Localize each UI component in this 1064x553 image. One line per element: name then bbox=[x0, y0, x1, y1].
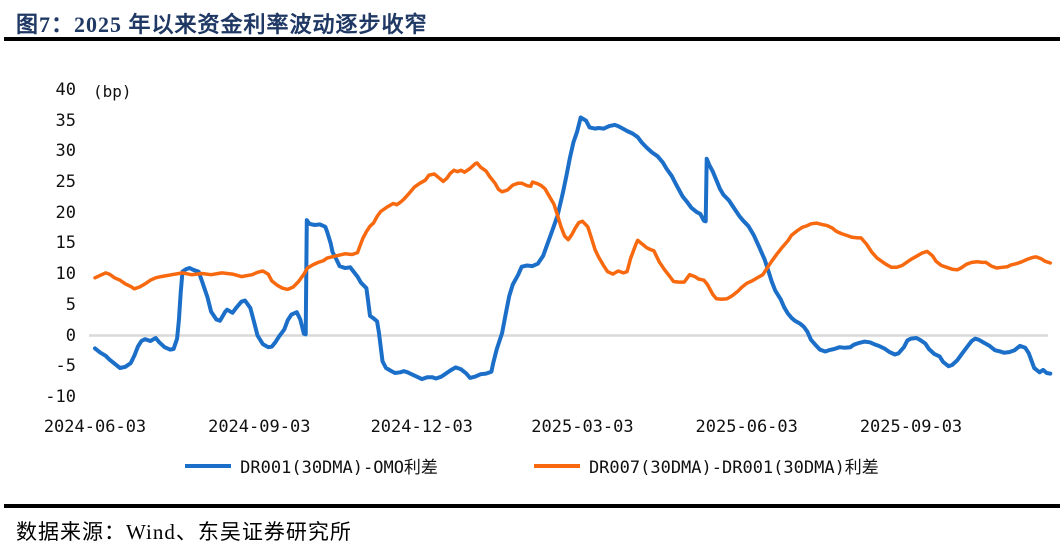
title-divider bbox=[4, 37, 1060, 41]
y-tick-label: 5 bbox=[65, 294, 76, 315]
x-tick-label: 2025-03-03 bbox=[531, 417, 634, 437]
chart-legend: DR001(30DMA)-OMO利差 DR007(30DMA)-DR001(30D… bbox=[0, 453, 1064, 478]
legend-swatch-1 bbox=[533, 463, 580, 468]
x-tick-label: 2025-06-03 bbox=[695, 417, 798, 437]
y-axis-unit-label: (bp) bbox=[93, 82, 132, 101]
legend-swatch-0 bbox=[185, 463, 232, 468]
y-tick-label: 10 bbox=[55, 264, 76, 285]
series-line-0 bbox=[93, 115, 1053, 382]
y-tick-label: 25 bbox=[55, 172, 76, 192]
y-tick-label: 30 bbox=[55, 141, 76, 162]
y-tick-label: 15 bbox=[55, 233, 76, 254]
x-tick-label: 2024-06-03 bbox=[43, 417, 147, 437]
legend-item-0: DR001(30DMA)-OMO利差 bbox=[185, 453, 438, 478]
legend-label-0: DR001(30DMA)-OMO利差 bbox=[240, 458, 438, 478]
footer-divider bbox=[4, 504, 1060, 508]
y-tick-label: -10 bbox=[45, 386, 76, 407]
series-line-1 bbox=[93, 161, 1053, 302]
figure-title: 图7：2025 年以来资金利率波动逐步收窄 bbox=[16, 12, 428, 37]
y-tick-label: -5 bbox=[55, 356, 76, 377]
y-tick-label: 40 bbox=[55, 79, 76, 100]
y-tick-label: 20 bbox=[55, 202, 76, 223]
x-tick-label: 2025-09-03 bbox=[859, 417, 963, 437]
legend-label-1: DR007(30DMA)-DR001(30DMA)利差 bbox=[588, 458, 879, 478]
y-tick-label: 35 bbox=[55, 110, 76, 131]
legend-item-1: DR007(30DMA)-DR001(30DMA)利差 bbox=[533, 453, 879, 478]
y-tick-label: 0 bbox=[65, 325, 76, 346]
x-tick-label: 2024-12-03 bbox=[370, 417, 473, 437]
x-tick-label: 2024-09-03 bbox=[208, 417, 311, 437]
data-source-text: 数据来源：Wind、东吴证券研究所 bbox=[16, 520, 352, 544]
